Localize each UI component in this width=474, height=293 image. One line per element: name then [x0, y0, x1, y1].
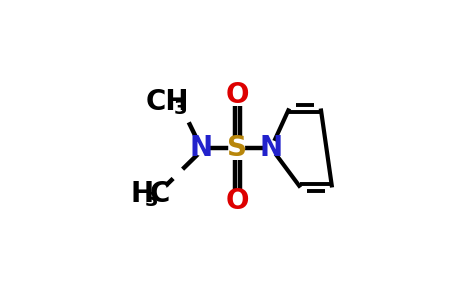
Circle shape	[230, 88, 245, 102]
Text: O: O	[226, 81, 249, 109]
Text: CH: CH	[146, 88, 190, 116]
Circle shape	[194, 141, 209, 155]
Text: C: C	[150, 180, 170, 208]
Circle shape	[136, 178, 167, 210]
Circle shape	[230, 194, 245, 208]
Circle shape	[156, 86, 188, 117]
Text: H: H	[131, 180, 154, 208]
Text: S: S	[228, 134, 247, 162]
Circle shape	[264, 141, 278, 155]
Text: 3: 3	[173, 99, 187, 118]
Text: O: O	[226, 187, 249, 215]
Text: N: N	[260, 134, 283, 162]
Text: 3: 3	[145, 192, 158, 210]
Text: N: N	[190, 134, 213, 162]
Circle shape	[230, 141, 245, 155]
